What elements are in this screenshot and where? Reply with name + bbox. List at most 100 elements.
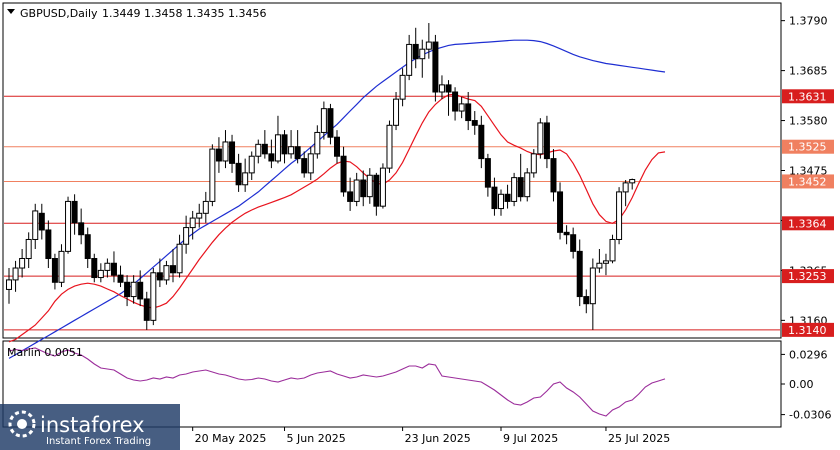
candle-body [6,279,12,290]
time-axis: 20 May 2025 5 Jun 2025 23 Jun 2025 9 Jul 20… [192,427,670,445]
candle-body [117,274,124,283]
candle-body [294,146,301,160]
candle-body [478,124,485,160]
candle-body [32,210,39,240]
candle-body [471,120,478,126]
candle-body [334,136,340,157]
level-tag-1.3140: 1.3140 [788,324,827,337]
y-tick-label: 1.3475 [789,165,828,178]
candle-body [91,258,98,279]
candle-body [609,238,616,262]
candle-body [281,134,288,155]
symbol-label: GBPUSD,Daily [20,7,98,20]
candle-body [537,122,544,155]
candle-body [261,143,268,155]
candle-body [616,191,623,240]
candle-body [583,296,590,305]
candle-body [189,217,196,229]
candle-body [183,227,190,245]
candle-body [347,191,354,202]
instaforex-logo-icon [8,410,36,438]
candle-body [84,234,91,260]
candle-body [104,262,111,271]
candle-body [229,141,236,164]
ma-fast-line [8,93,666,343]
instaforex-watermark: instaforex Instant Forex Trading [0,404,180,450]
candle-body [596,262,603,269]
marlin-line [8,347,666,417]
candle-body [399,74,406,100]
candle-body [386,124,393,169]
x-tick-label: 20 May 2025 [195,432,267,445]
candle-body [163,265,170,281]
collapse-arrow-icon[interactable] [7,9,15,14]
candle-body [406,43,413,76]
candle-body [143,298,150,321]
candle-body [274,134,281,162]
candle-body [452,91,459,112]
candle-body [602,260,609,264]
candle-body [110,262,117,276]
candle-body [563,231,570,236]
candle-body [425,41,432,50]
candle-body [65,200,72,252]
candle-body [589,267,596,305]
candles [6,23,636,330]
candle-body [209,148,216,202]
candle-body [314,131,321,155]
candle-body [360,179,367,198]
candle-body [393,98,400,126]
candle-body [196,212,203,219]
indicator-label: Marlin 0.0051 [7,346,83,359]
price-level-tags: 1.3631 1.3525 1.3452 1.3364 1.3253 1.3140 [782,89,834,337]
candle-body [124,281,131,298]
level-tag-1.3364: 1.3364 [788,217,827,230]
x-tick-label: 23 Jun 2025 [405,432,471,445]
candle-body [622,182,629,193]
candle-body [130,281,137,298]
candle-body [170,265,176,274]
level-tag-bg-1.3631 [782,89,834,104]
candle-body [373,174,380,207]
candle-body [12,267,19,281]
level-tag-1.3452: 1.3452 [788,175,827,188]
y-tick-label: 1.3685 [789,65,828,78]
candle-body [550,158,557,193]
candle-body [19,258,26,269]
candle-body [301,158,308,174]
candle-body [78,222,85,236]
watermark-brand: instaforex [40,413,145,437]
candle-body [248,155,255,174]
candle-body [137,281,144,300]
y-tick-label: 1.3790 [789,15,828,28]
marlin-tick-label: 0.0296 [789,348,828,361]
candle-body [202,200,209,214]
candle-body [576,250,583,298]
candle-body [38,212,45,231]
candle-body [629,179,636,184]
candle-body [307,153,314,174]
ohlc-values: 1.3449 1.3458 1.3435 1.3456 [102,7,266,20]
candle-body [235,162,242,186]
candle-body [438,84,445,93]
candle-body [58,250,65,283]
candle-body [255,143,262,157]
candle-body [432,41,439,93]
candle-body [530,153,537,174]
candle-body [379,167,386,207]
candle-body [412,43,419,60]
y-tick-label: 1.3580 [789,115,828,128]
candle-body [511,177,518,202]
candle-body [156,272,163,281]
marlin-tick-label: -0.0306 [789,409,831,422]
level-tag-bg-1.3452 [782,174,834,189]
candle-body [340,155,347,193]
candle-body [498,193,504,210]
level-tag-1.3631: 1.3631 [788,90,827,103]
candle-body [353,179,360,202]
candle-body [445,84,452,93]
candle-body [25,238,32,260]
level-tag-bg-1.3364 [782,216,834,231]
x-tick-label: 9 Jul 2025 [503,432,558,445]
